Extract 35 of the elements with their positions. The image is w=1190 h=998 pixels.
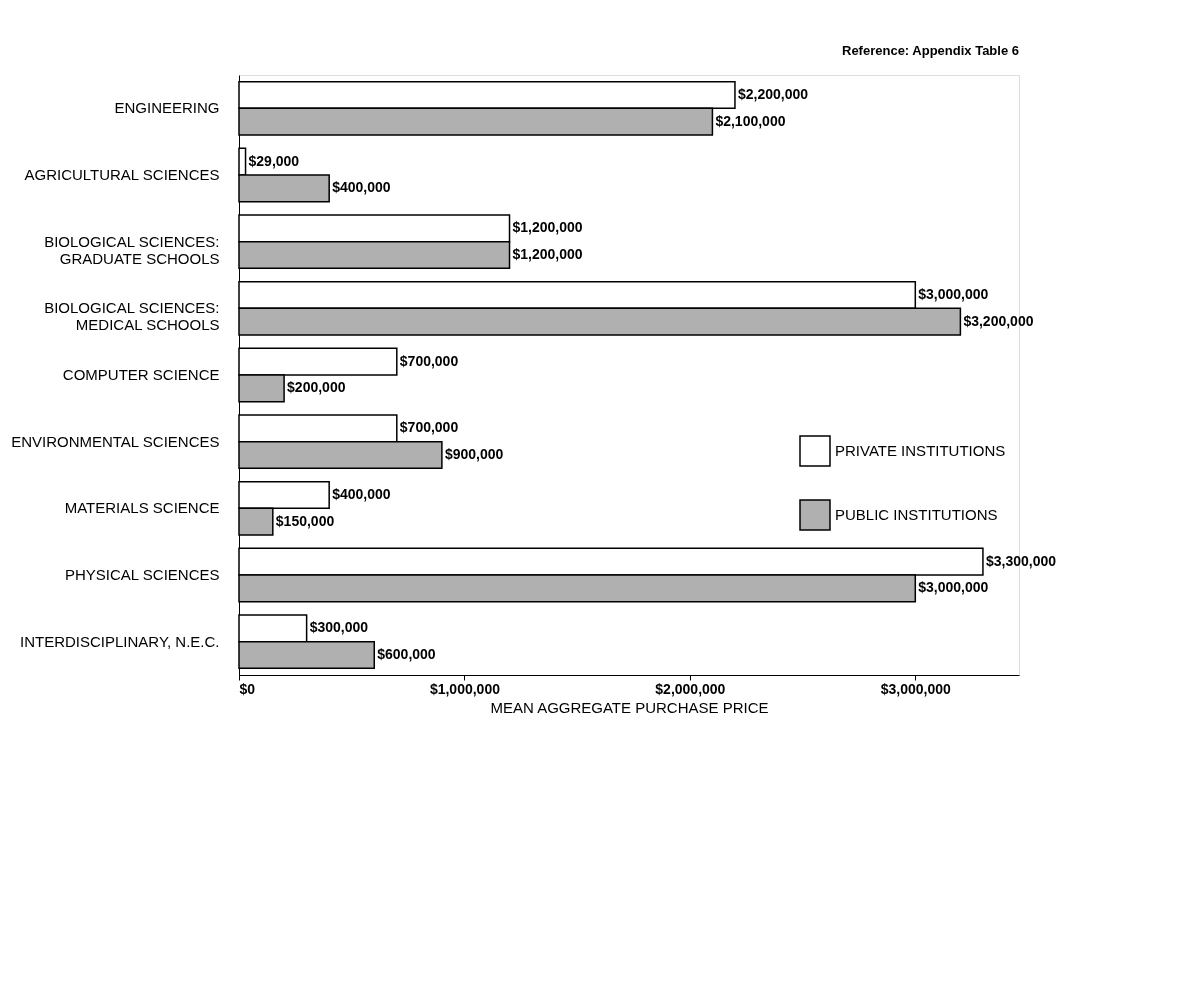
y-tick-label: COMPUTER SCIENCE [62,366,220,383]
x-tick-label: $0 [239,680,256,697]
y-tick-label: INTERDISCIPLINARY, N.E.C. [20,632,220,650]
data-label: $1,200,000 [512,219,583,236]
y-tick-label: MATERIALS SCIENCE [64,499,220,517]
legend-label: PRIVATE INSTITUTIONS [835,442,1006,459]
data-label: $29,000 [248,152,300,169]
data-label: $150,000 [275,512,335,529]
data-label: $600,000 [377,646,436,662]
data-label: $3,000,000 [918,579,989,596]
data-label: $1,200,000 [512,246,583,262]
x-tick-label: $3,000,000 [880,680,952,697]
data-label: $900,000 [444,446,504,462]
x-tick-label: $1,000,000 [429,680,501,697]
data-label: $3,200,000 [963,312,1034,329]
y-tick-label: AGRICULTURAL SCIENCES [24,166,220,183]
x-axis-title: MEAN AGGREGATE PURCHASE PRICE [490,698,769,716]
y-tick-label: BIOLOGICAL SCIENCES: GRADUATE SCHOOLS [44,232,220,267]
y-tick-label: ENVIRONMENTAL SCIENCES [11,432,220,450]
data-label: $400,000 [332,486,391,502]
legend-label: PUBLIC INSTITUTIONS [835,506,998,523]
data-label: $700,000 [399,419,459,436]
data-label: $300,000 [309,619,369,636]
y-tick-label: PHYSICAL SCIENCES [65,566,220,583]
y-tick-label: BIOLOGICAL SCIENCES: MEDICAL SCHOOLS [44,299,220,334]
text: Reference: Appendix Table 6 [842,43,1019,58]
y-tick-label: ENGINEERING [114,99,220,117]
data-label: $200,000 [287,379,346,396]
x-tick-label: $2,000,000 [655,680,726,697]
data-label: $700,000 [399,352,459,369]
data-label: $2,200,000 [737,86,809,102]
data-label: $3,000,000 [918,286,989,302]
data-label: $2,100,000 [715,112,786,129]
data-label: $3,300,000 [985,552,1057,569]
data-label: $400,000 [332,179,391,196]
